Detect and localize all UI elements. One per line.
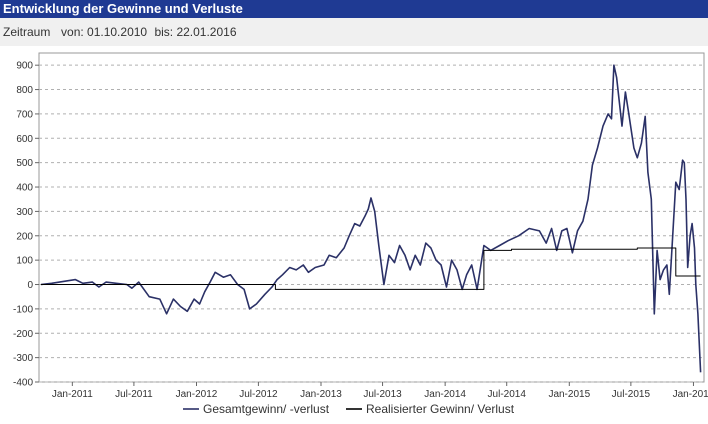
profit-loss-chart: 900 800 700 600 500 400 300 200 100 0 -100 -200 -300… — [13, 52, 708, 416]
legend: Gesamtgewinn/ -verlust Realisierter Gewin… — [183, 402, 515, 416]
period-from: von: 01.10.2010 — [61, 25, 148, 39]
x-tick-label: Jan-2011 — [52, 389, 93, 400]
period-label: Zeitraum — [3, 25, 51, 39]
x-tick-label: Jul-2011 — [115, 389, 153, 400]
plot-area — [38, 52, 705, 383]
y-tick-label: 0 — [27, 280, 33, 291]
y-tick-label: -200 — [13, 329, 33, 340]
y-tick-label: 400 — [16, 183, 33, 194]
grid-lines — [39, 64, 704, 383]
x-tick-label: Jan-2014 — [424, 389, 466, 400]
series-lines — [40, 64, 702, 373]
x-tick-label: Jan-2013 — [300, 389, 342, 400]
chart-title: Entwicklung der Gewinne und Verluste — [0, 0, 708, 18]
realized-gain-loss-line — [41, 247, 701, 290]
y-tick-label: 900 — [16, 61, 33, 72]
y-tick-label: 500 — [16, 158, 33, 169]
y-tick-label: 100 — [16, 256, 33, 267]
x-tick-label: Jan-2015 — [548, 389, 590, 400]
y-tick-label: 600 — [16, 134, 33, 145]
x-tick-label: Jul-2015 — [612, 389, 651, 400]
legend-label: Realisierter Gewinn/ Verlust — [366, 402, 515, 416]
y-tick-label: 800 — [16, 85, 33, 96]
y-tick-label: 700 — [16, 109, 33, 120]
y-tick-label: -100 — [13, 304, 33, 315]
x-tick-label: Jan-2012 — [176, 389, 218, 400]
total-gain-loss-line — [40, 64, 702, 373]
y-tick-label: 300 — [16, 207, 33, 218]
legend-label: Gesamtgewinn/ -verlust — [203, 402, 330, 416]
y-axis: 900 800 700 600 500 400 300 200 100 0 -100 -200 -300… — [13, 61, 39, 389]
x-axis: Jan-2011 Jul-2011 Jan-2012 Jul-2012 Jan-2013… — [52, 382, 708, 400]
x-tick-label: Jul-2012 — [239, 389, 278, 400]
y-tick-label: -400 — [13, 378, 33, 389]
y-tick-label: 200 — [16, 231, 33, 242]
x-tick-label: Jul-2014 — [488, 389, 527, 400]
x-tick-label: Jul-2013 — [363, 389, 402, 400]
x-tick-label: Jan-2016 — [673, 389, 708, 400]
period-bar: Zeitraum von: 01.10.2010 bis: 22.01.2016 — [0, 18, 708, 46]
y-tick-label: -300 — [13, 353, 33, 364]
period-to: bis: 22.01.2016 — [154, 25, 237, 39]
